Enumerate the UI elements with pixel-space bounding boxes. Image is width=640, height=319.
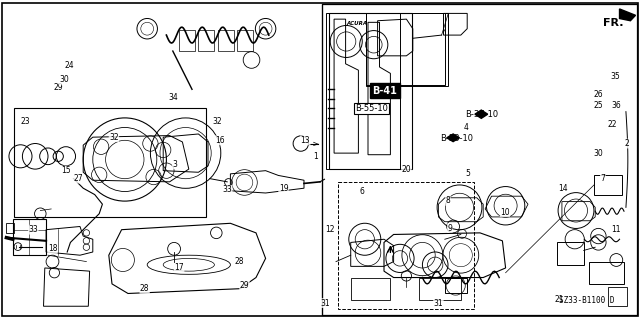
- Text: 16: 16: [214, 136, 225, 145]
- Text: 27: 27: [73, 174, 83, 183]
- Bar: [6, 223, 14, 233]
- Text: 10: 10: [500, 208, 510, 217]
- Text: 6: 6: [360, 187, 365, 196]
- Text: 13: 13: [300, 136, 310, 145]
- Text: 32: 32: [109, 133, 119, 142]
- Text: 5: 5: [465, 169, 470, 178]
- Bar: [14, 108, 206, 217]
- Polygon shape: [620, 9, 636, 21]
- Text: B-41: B-41: [372, 86, 397, 96]
- Text: 12: 12: [326, 225, 335, 234]
- Bar: [329, 13, 412, 169]
- Text: 22: 22: [607, 120, 616, 129]
- Text: FR.: FR.: [603, 18, 623, 27]
- Text: 7: 7: [600, 174, 605, 183]
- Bar: [594, 175, 622, 195]
- Text: 20: 20: [401, 165, 412, 174]
- Text: 31: 31: [320, 299, 330, 308]
- Text: 33: 33: [28, 225, 38, 234]
- Text: 2: 2: [625, 139, 630, 148]
- Text: 9: 9: [447, 224, 452, 233]
- Text: B-37-10: B-37-10: [465, 110, 498, 119]
- Text: 28: 28: [235, 257, 244, 266]
- Text: 36: 36: [611, 101, 621, 110]
- Text: 33: 33: [222, 185, 232, 194]
- Text: 25: 25: [593, 101, 604, 110]
- Polygon shape: [447, 134, 460, 142]
- Text: 15: 15: [61, 166, 71, 175]
- Text: 21: 21: [555, 295, 564, 304]
- Text: B-55-10: B-55-10: [355, 104, 388, 113]
- Text: 18: 18: [48, 244, 57, 253]
- Text: 35: 35: [611, 72, 621, 81]
- Text: 8: 8: [445, 197, 451, 205]
- Text: 14: 14: [558, 184, 568, 193]
- Bar: [326, 13, 400, 169]
- Bar: [419, 278, 461, 300]
- Text: 28: 28: [140, 284, 149, 293]
- Bar: [322, 4, 637, 315]
- Text: 23: 23: [20, 117, 31, 126]
- Text: 31: 31: [433, 299, 444, 308]
- Bar: [589, 262, 624, 284]
- Bar: [338, 182, 474, 309]
- Text: ACURA: ACURA: [346, 21, 367, 26]
- Text: 17: 17: [174, 263, 184, 272]
- Text: 3: 3: [172, 160, 177, 169]
- Bar: [179, 30, 195, 51]
- Bar: [366, 13, 448, 86]
- Bar: [557, 242, 584, 265]
- Text: 1: 1: [313, 152, 318, 161]
- Bar: [445, 278, 467, 293]
- Text: 32: 32: [212, 117, 223, 126]
- Bar: [13, 219, 46, 255]
- Bar: [198, 30, 214, 51]
- Text: 4: 4: [463, 123, 468, 132]
- Text: 24: 24: [64, 61, 74, 70]
- Text: 19: 19: [278, 184, 289, 193]
- Text: 11: 11: [611, 225, 620, 234]
- Text: 29: 29: [53, 83, 63, 92]
- Polygon shape: [475, 110, 488, 118]
- Bar: [237, 30, 253, 51]
- Bar: [351, 278, 390, 300]
- Text: B-53-10: B-53-10: [440, 134, 474, 143]
- Text: 30: 30: [593, 149, 604, 158]
- Text: 34: 34: [168, 93, 178, 102]
- Bar: [366, 13, 445, 85]
- Bar: [218, 30, 234, 51]
- Text: 26: 26: [593, 90, 604, 99]
- Text: 30: 30: [59, 75, 69, 84]
- Text: SZ33-B1100 D: SZ33-B1100 D: [559, 296, 614, 305]
- Text: 29: 29: [239, 281, 250, 290]
- Bar: [608, 287, 627, 306]
